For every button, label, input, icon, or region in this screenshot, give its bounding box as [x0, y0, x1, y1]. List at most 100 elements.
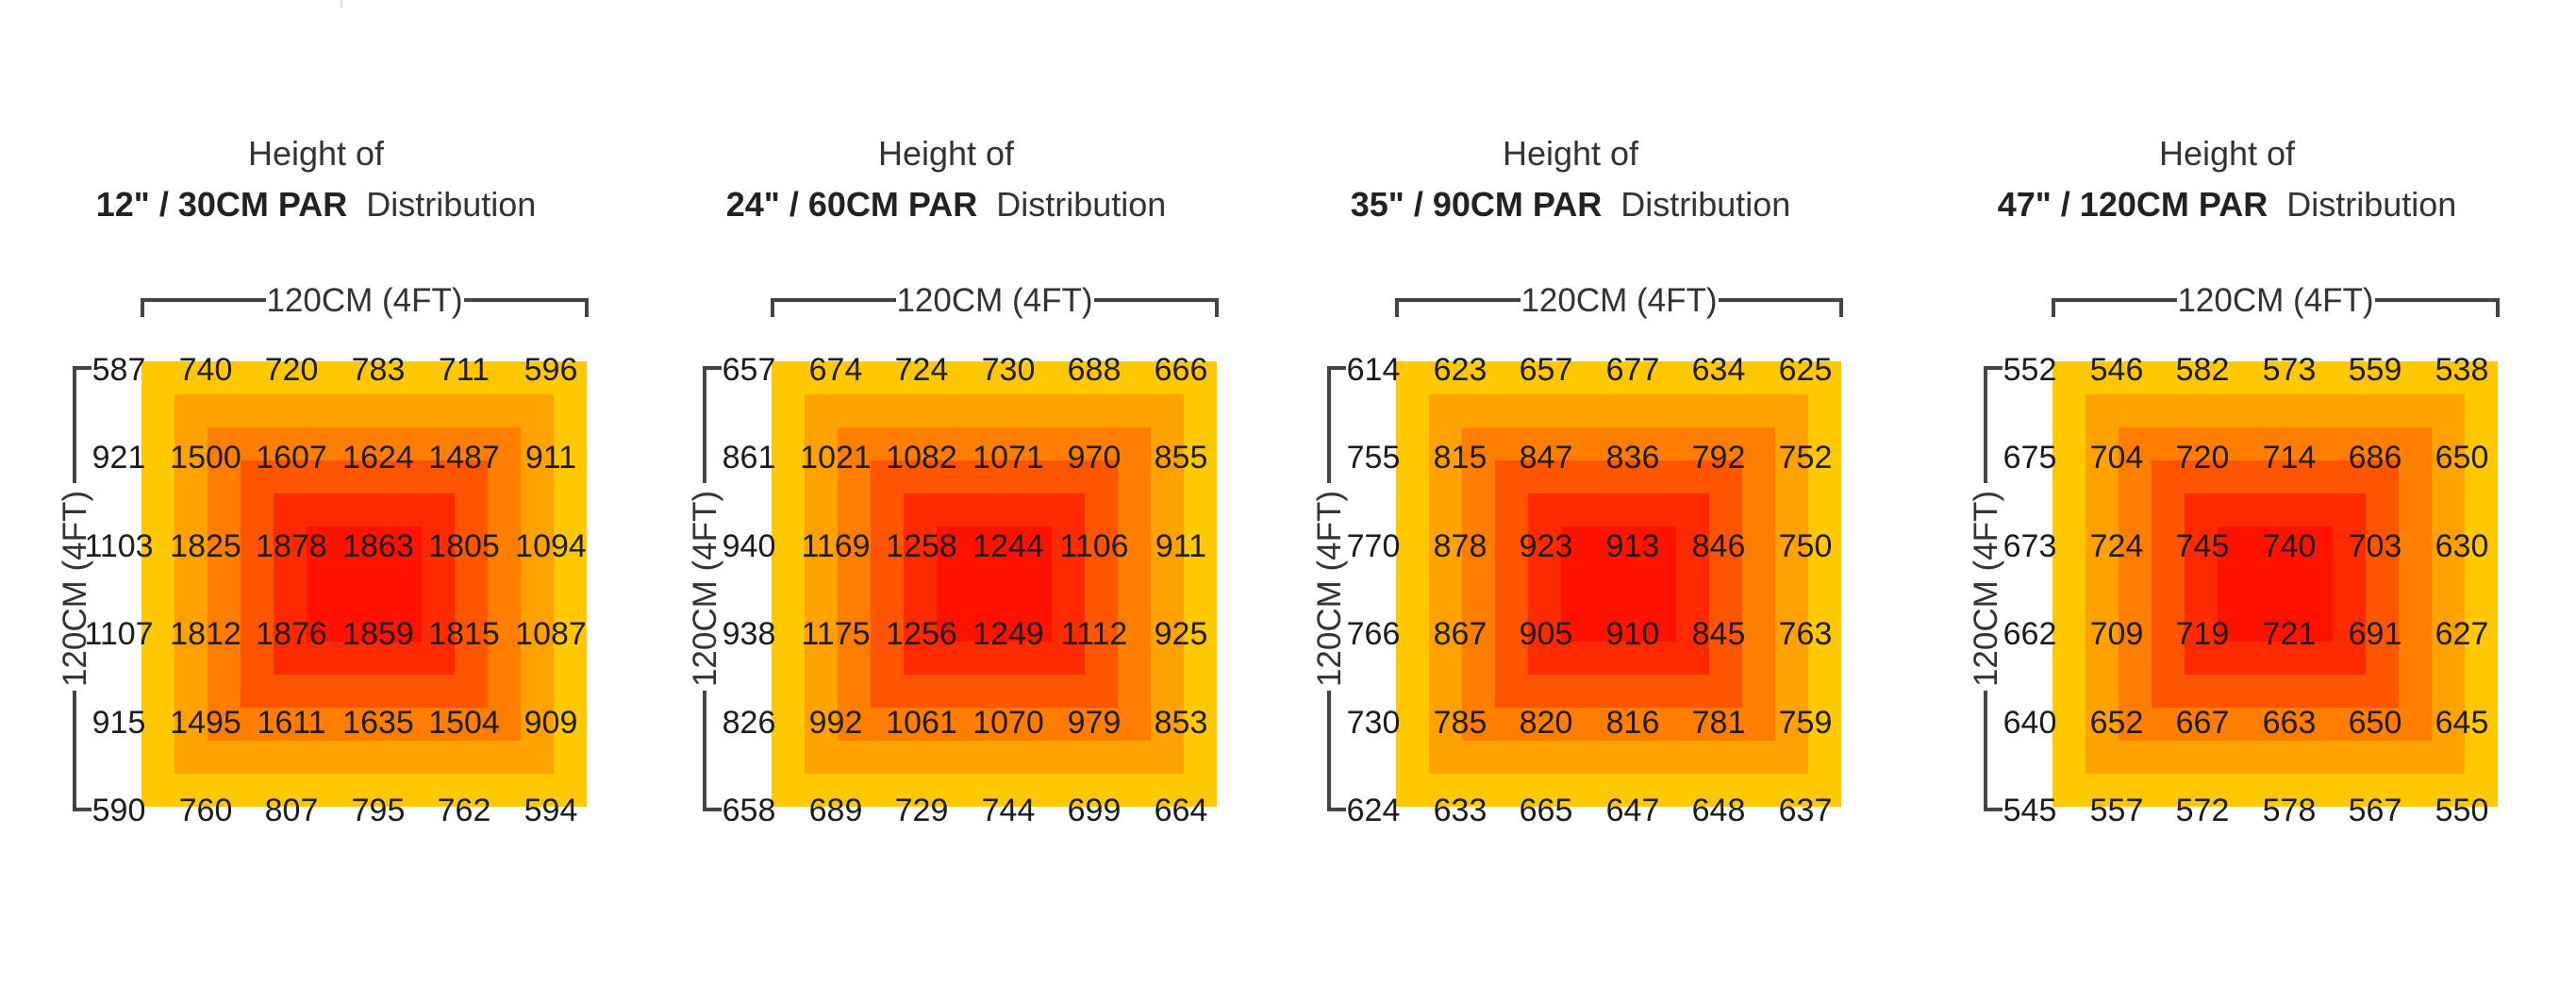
- par-value-cell: 970: [1068, 440, 1122, 476]
- par-value-cell: 925: [1155, 616, 1208, 652]
- par-value-cell: 630: [2435, 528, 2489, 564]
- par-value-cell: 729: [895, 793, 949, 828]
- par-value-cell: 940: [723, 528, 776, 564]
- par-value-cell: 590: [92, 793, 146, 828]
- par-value-cell: 766: [1347, 616, 1401, 652]
- par-value-cell: 640: [2003, 705, 2057, 741]
- par-value-cell: 666: [1155, 352, 1208, 388]
- par-value-cell: 578: [2263, 793, 2317, 828]
- par-value-cell: 915: [92, 705, 146, 741]
- par-value-cell: 648: [1692, 793, 1746, 828]
- par-value-cell: 663: [2263, 705, 2317, 741]
- par-value-cell: 846: [1692, 528, 1746, 564]
- par-value-cell: 826: [723, 705, 776, 741]
- par-value-cell: 627: [2435, 616, 2489, 652]
- panel-title-distribution: Distribution: [366, 185, 537, 224]
- par-value-cell: 807: [265, 793, 319, 828]
- par-value-cell: 1071: [972, 440, 1044, 476]
- par-value-cell: 662: [2003, 616, 2057, 652]
- par-value-cell: 878: [1434, 528, 1487, 564]
- heatmap-svg: 120CM (4FT) 120CM (4FT) 657 674 724 730 688 666…: [687, 282, 1219, 828]
- par-value-cell: 724: [2090, 528, 2144, 564]
- par-value-cell: 689: [809, 793, 863, 828]
- par-value-cell: 677: [1606, 352, 1660, 388]
- par-value-cell: 1863: [342, 528, 414, 564]
- corner-artifact: [341, 0, 342, 8]
- par-value-cell: 552: [2003, 352, 2057, 388]
- par-panel-2: Height of 24" / 60CM PAR Distribution 120C…: [654, 0, 1238, 985]
- par-value-cell: 614: [1347, 352, 1401, 388]
- par-value-cell: 703: [2349, 528, 2402, 564]
- panel-title-line1: Height of: [1502, 134, 1639, 173]
- par-value-cell: 845: [1692, 616, 1746, 652]
- width-dimension-label: 120CM (4FT): [1521, 282, 1717, 319]
- par-value-cell: 650: [2349, 705, 2402, 741]
- par-value-cell: 1087: [515, 616, 587, 652]
- par-value-cell: 691: [2349, 616, 2402, 652]
- par-value-cell: 1635: [342, 705, 414, 741]
- height-dimension-bracket: [1984, 366, 2003, 811]
- par-value-cell: 1082: [886, 440, 957, 476]
- par-panel-4: Height of 47" / 120CM PAR Distribution 120…: [1935, 0, 2519, 985]
- par-value-cell: 820: [1520, 705, 1573, 741]
- par-value-cell: 1175: [801, 616, 870, 652]
- par-value-cell: 658: [723, 793, 776, 828]
- par-value-cell: 744: [982, 793, 1036, 828]
- par-value-cell: 1859: [342, 616, 414, 652]
- width-dimension-bracket: [1395, 298, 1843, 317]
- par-value-cell: 923: [1520, 528, 1573, 564]
- width-dimension-label: 120CM (4FT): [2177, 282, 2373, 319]
- par-value-cell: 795: [352, 793, 406, 828]
- par-value-cell: 1611: [257, 705, 325, 741]
- panel-title-line2: 47" / 120CM PAR Distribution: [1935, 185, 2519, 225]
- par-value-cell: 763: [1779, 616, 1833, 652]
- par-value-cell: 538: [2435, 352, 2489, 388]
- par-value-cell: 596: [524, 352, 578, 388]
- panel-title-line1: Height of: [877, 134, 1015, 173]
- par-value-cell: 623: [1434, 352, 1487, 388]
- par-value-cell: 816: [1606, 705, 1660, 741]
- par-value-cell: 673: [2003, 528, 2057, 564]
- par-value-cell: 545: [2003, 793, 2057, 828]
- par-value-cell: 582: [2176, 352, 2230, 388]
- height-dimension-bracket: [703, 366, 722, 811]
- par-value-cell: 783: [352, 352, 406, 388]
- par-value-cell: 650: [2435, 440, 2489, 476]
- par-value-cell: 724: [895, 352, 949, 388]
- par-value-cell: 688: [1068, 352, 1122, 388]
- par-value-cell: 567: [2349, 793, 2402, 828]
- par-value-cell: 911: [525, 440, 576, 476]
- par-value-cell: 1107: [84, 616, 153, 652]
- par-value-cell: 1256: [886, 616, 957, 652]
- par-value-cell: 853: [1155, 705, 1208, 741]
- par-value-cell: 645: [2435, 705, 2489, 741]
- par-value-cell: 719: [2176, 616, 2230, 652]
- par-value-cell: 1106: [1059, 528, 1128, 564]
- par-value-cell: 637: [1779, 793, 1833, 828]
- par-value-cell: 979: [1068, 705, 1122, 741]
- par-value-cell: 867: [1434, 616, 1487, 652]
- par-value-cell: 785: [1434, 705, 1487, 741]
- par-value-cell: 559: [2349, 352, 2402, 388]
- width-dimension-bracket: [141, 298, 589, 317]
- width-dimension-bracket: [771, 298, 1219, 317]
- par-value-cell: 792: [1692, 440, 1746, 476]
- par-value-cell: 709: [2090, 616, 2144, 652]
- par-value-cell: 1624: [342, 440, 414, 476]
- par-value-cell: 759: [1779, 705, 1833, 741]
- par-value-cell: 755: [1347, 440, 1401, 476]
- par-value-cell: 911: [1155, 528, 1206, 564]
- par-value-cell: 686: [2349, 440, 2402, 476]
- panel-title-line2: 12" / 30CM PAR Distribution: [24, 185, 608, 225]
- width-dimension-label: 120CM (4FT): [896, 282, 1092, 319]
- par-value-cell: 1876: [256, 616, 327, 652]
- par-value-cell: 1607: [256, 440, 327, 476]
- heatmap-svg: 120CM (4FT) 120CM (4FT) 614 623 657 677 634 625…: [1311, 282, 1843, 828]
- par-value-cell: 647: [1606, 793, 1660, 828]
- par-value-cell: 1878: [256, 528, 327, 564]
- par-value-cell: 1258: [886, 528, 957, 564]
- par-value-cell: 572: [2176, 793, 2230, 828]
- intensity-ring-6: [937, 526, 1052, 642]
- par-value-cell: 913: [1606, 528, 1660, 564]
